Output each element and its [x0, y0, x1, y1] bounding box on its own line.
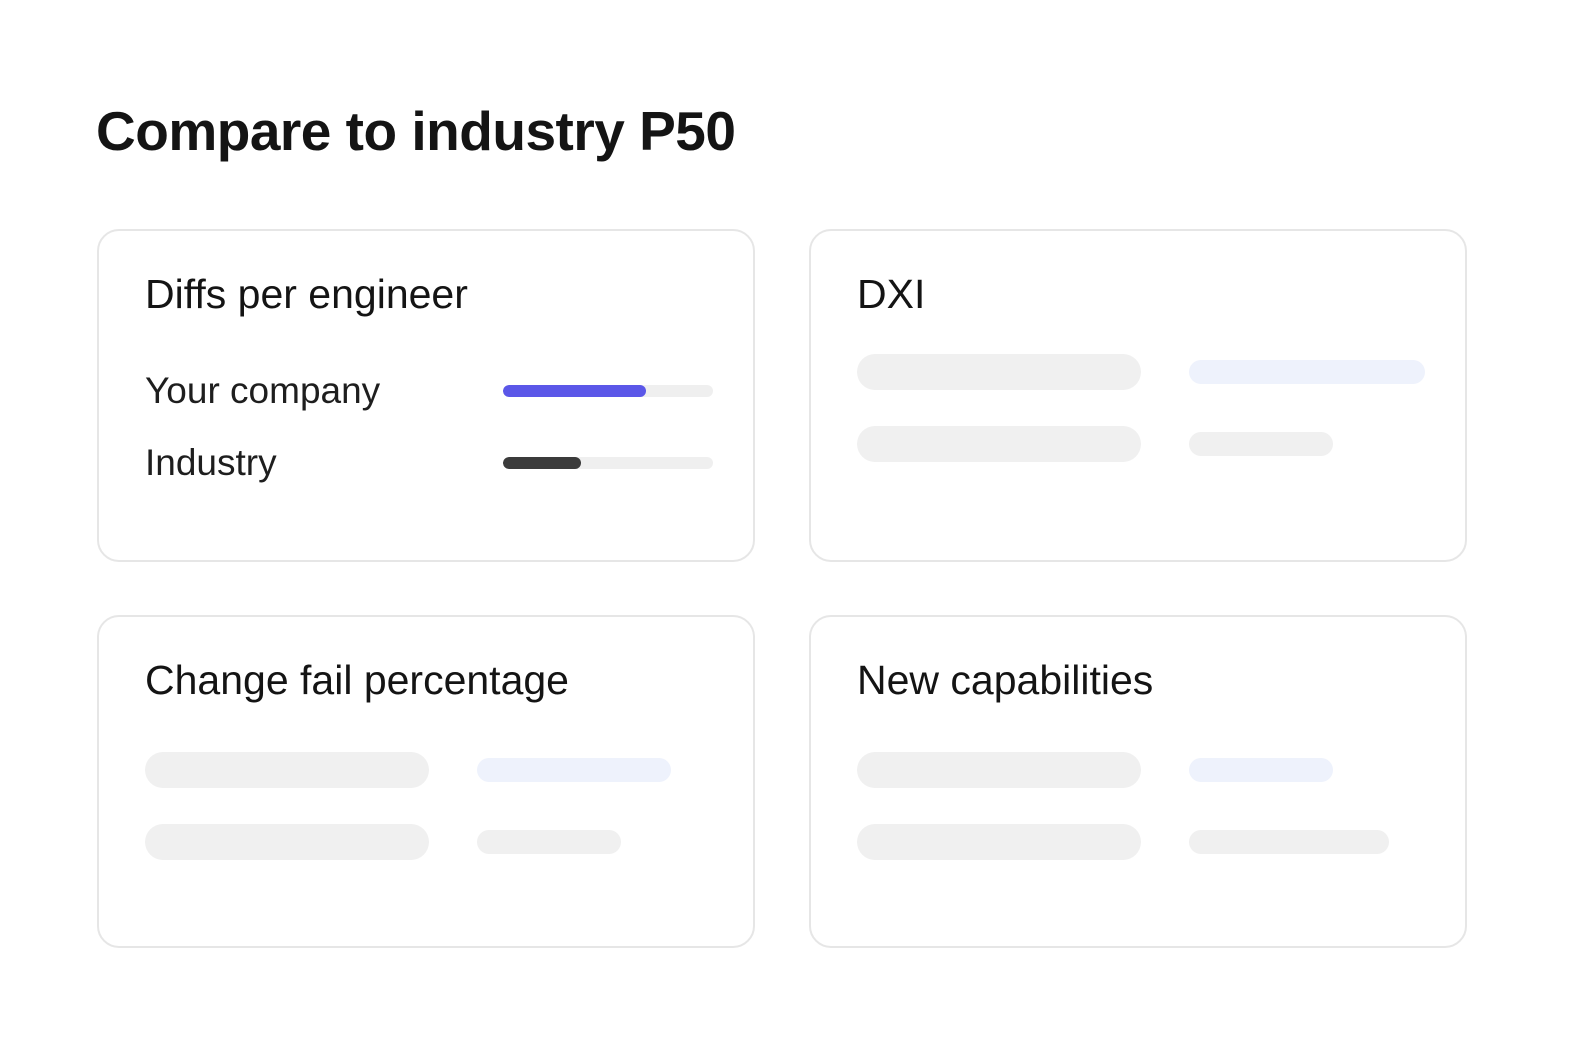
page-title: Compare to industry P50: [96, 100, 736, 162]
card-title: New capabilities: [857, 657, 1154, 703]
metric-track-industry: [503, 457, 713, 469]
metric-fill-your-company: [503, 385, 646, 397]
metric-track-your-company: [503, 385, 713, 397]
skeleton-label: [145, 752, 429, 788]
metric-fill-industry: [503, 457, 581, 469]
card-title: DXI: [857, 271, 926, 317]
skeleton-bar: [1189, 758, 1333, 782]
skeleton-bar: [1189, 360, 1425, 384]
skeleton-label: [857, 824, 1141, 860]
metric-label-industry: Industry: [145, 442, 277, 483]
card-title: Change fail percentage: [145, 657, 569, 703]
skeleton-label: [857, 752, 1141, 788]
skeleton-bar: [477, 758, 671, 782]
card-new-capabilities: New capabilities: [809, 615, 1467, 948]
metric-label-your-company: Your company: [145, 370, 381, 411]
card-title: Diffs per engineer: [145, 271, 468, 317]
skeleton-label: [857, 426, 1141, 462]
skeleton-bar: [1189, 830, 1389, 854]
card-diffs-per-engineer: Diffs per engineer Your company Industry: [97, 229, 755, 562]
skeleton-bar: [477, 830, 621, 854]
card-change-fail-percentage: Change fail percentage: [97, 615, 755, 948]
card-dxi: DXI: [809, 229, 1467, 562]
skeleton-bar: [1189, 432, 1333, 456]
skeleton-label: [145, 824, 429, 860]
skeleton-label: [857, 354, 1141, 390]
